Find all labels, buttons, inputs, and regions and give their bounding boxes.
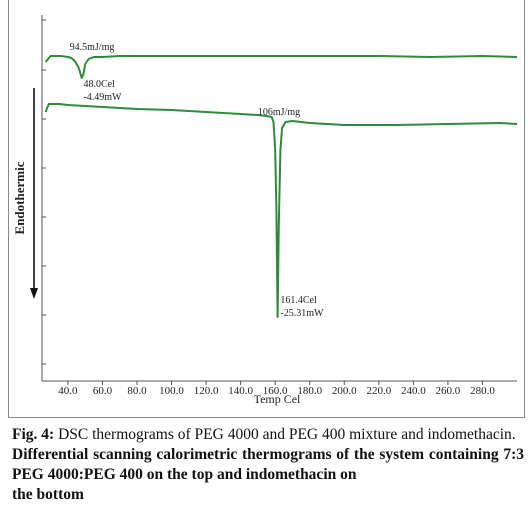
x-tick-label: 80.0 bbox=[127, 385, 147, 397]
annotation-layer: 94.5mJ/mg 48.0Cel -4.49mW 106mJ/mg 161.4Cel -… bbox=[70, 42, 324, 319]
x-tick-label: 40.0 bbox=[58, 385, 78, 397]
x-tick-label: 60.0 bbox=[93, 385, 113, 397]
caption-label: Fig. 4: bbox=[12, 426, 55, 443]
y-axis-label: Endothermic bbox=[12, 161, 27, 234]
x-tick-label: 120.0 bbox=[194, 385, 219, 397]
series-layer bbox=[44, 55, 518, 318]
peak-annotation: 106mJ/mg bbox=[258, 107, 300, 118]
caption-title: DSC thermograms of PEG 4000 and PEG 400 … bbox=[58, 426, 516, 443]
x-tick-label: 100.0 bbox=[159, 385, 184, 397]
peak-annotation: 161.4Cel bbox=[280, 295, 317, 306]
dsc-chart: 40.0 60.0 80.0 100.0 120.0 140.0 160.0 180.0 200… bbox=[12, 15, 518, 406]
peak-annotation: 48.0Cel bbox=[83, 79, 115, 90]
endothermic-arrow-head bbox=[30, 288, 38, 299]
peak-annotation: 94.5mJ/mg bbox=[70, 42, 115, 53]
x-tick-label: 200.0 bbox=[332, 385, 357, 397]
figure-frame bbox=[8, 0, 525, 418]
caption-line-2: Differential scanning calorimetric therm… bbox=[12, 446, 524, 483]
x-tick-label: 260.0 bbox=[436, 385, 461, 397]
series-line-top bbox=[44, 55, 518, 79]
y-axis-ticks bbox=[42, 19, 46, 365]
x-axis-ticks: 40.0 60.0 80.0 100.0 120.0 140.0 160.0 180.0 200… bbox=[58, 381, 495, 397]
peak-annotation: -4.49mW bbox=[83, 92, 122, 103]
x-tick-label: 160.0 bbox=[263, 385, 288, 397]
series-line-bottom bbox=[44, 103, 518, 318]
x-axis-label: Temp Cel bbox=[254, 392, 301, 406]
caption-line-3: the bottom bbox=[12, 486, 84, 503]
x-tick-label: 280.0 bbox=[470, 385, 495, 397]
peak-annotation: -25.31mW bbox=[280, 308, 324, 319]
x-tick-label: 180.0 bbox=[297, 385, 322, 397]
figure-caption: Fig. 4: DSC thermograms of PEG 4000 and … bbox=[12, 425, 524, 505]
x-tick-label: 240.0 bbox=[401, 385, 426, 397]
x-tick-label: 140.0 bbox=[228, 385, 253, 397]
x-tick-label: 220.0 bbox=[366, 385, 391, 397]
